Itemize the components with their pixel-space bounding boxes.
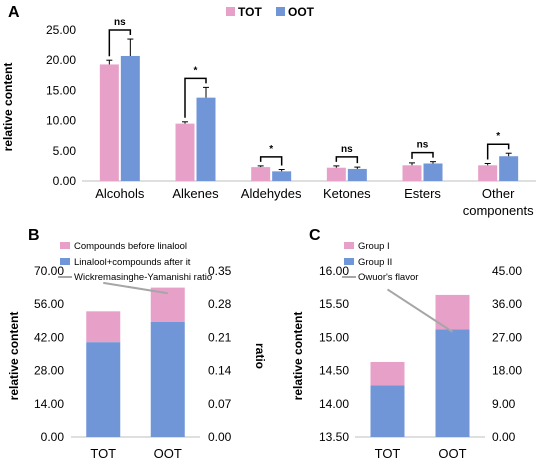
pb-y2-tick-label: 0.00 [208,430,232,444]
chart-b: Compounds before linalool Linalool+compo… [7,241,267,461]
a-bar-tot [99,64,119,181]
a-y-tick-label: 10.00 [46,114,76,128]
a-significance-bracket [335,156,359,164]
b-y2-axis-label: ratio [253,343,267,369]
pb-y-tick-label: 0.00 [41,430,65,444]
legend-c-label-group1: Group I [358,241,390,252]
chart-c: Group I Group II Owuor's flavor relative… [291,241,522,461]
pc-ratio-line [386,288,454,333]
pc-y-tick-label: 14.00 [319,397,349,411]
a-y-tick-label: 15.00 [46,83,76,97]
pb-ratio-line [103,281,168,295]
a-significance-bracket [108,29,132,57]
pc-x-tick-label: OOT [438,446,466,461]
pb-y-tick-label: 14.00 [34,397,64,411]
a-x-tick-label: Alkenes [172,186,219,201]
pc-y-tick-label: 15.50 [319,297,349,311]
panel-label-c: C [309,227,321,244]
a-significance-label: * [496,131,500,142]
a-bar-oot [196,97,216,181]
pb-x-tick-label: OOT [154,446,182,461]
a-y-tick-label: 5.00 [53,144,77,158]
pb-bar-upper [150,287,185,322]
legend-a-label-tot: TOT [238,5,262,19]
legend-a-label-oot: OOT [288,5,315,19]
pc-x-tick-label: TOT [375,446,401,461]
pb-y2-tick-label: 0.14 [208,364,232,378]
a-y-tick-label: 20.00 [46,53,76,67]
pc-y2-tick-label: 9.00 [492,397,516,411]
pc-y2-tick-label: 45.00 [492,264,522,278]
legend-c-swatch-group1 [344,242,354,249]
pb-y-tick-label: 56.00 [34,297,64,311]
legend-b-label-ratio: Wickremasinghe-Yamanishi ratio [74,272,212,283]
pb-y2-tick-label: 0.07 [208,397,232,411]
pc-y-tick-label: 13.50 [319,430,349,444]
a-x-tick-label: Aldehydes [241,186,302,201]
legend-c-label-flavor: Owuor's flavor [358,272,418,283]
panel-label-a: A [8,4,20,21]
pb-y2-tick-label: 0.21 [208,330,232,344]
a-significance-bracket [259,156,283,166]
a-bar-oot [423,163,443,181]
legend-a-swatch-oot [276,7,285,16]
a-bar-tot [251,167,271,181]
c-y-axis-label: relative content [291,312,305,401]
a-significance-label: ns [341,144,353,155]
a-bar-oot [272,171,292,181]
legend-a-swatch-tot [226,7,235,16]
legend-b-label-before: Compounds before linalool [74,241,187,252]
a-bar-tot [175,123,195,181]
a-y-axis-label: relative content [1,63,15,152]
legend-b-swatch-before [60,242,70,249]
a-y-tick-label: 25.00 [46,23,76,37]
a-significance-label: * [269,144,273,155]
pb-y-tick-label: 70.00 [34,264,64,278]
a-x-tick-label: Esters [404,186,441,201]
pb-x-tick-label: TOT [90,446,116,461]
a-x-tick-label: Alcohols [95,186,145,201]
pc-bar-lower [370,385,405,437]
pb-bar-lower [150,321,185,437]
a-significance-bracket [411,151,434,159]
a-bar-tot [478,165,498,181]
a-bar-tot [326,167,346,181]
a-significance-label: ns [114,17,126,28]
pb-y2-tick-label: 0.35 [208,264,232,278]
pc-bar-upper [370,361,405,386]
a-x-tick-label: Other [482,186,515,201]
a-bar-tot [402,165,422,181]
legend-c-swatch-group2 [344,258,354,265]
a-significance-bracket [486,143,510,160]
b-y-axis-label: relative content [7,312,21,401]
pc-bar-lower [435,329,470,437]
pc-y-tick-label: 16.00 [319,264,349,278]
pc-y2-tick-label: 0.00 [492,430,516,444]
pb-bar-upper [86,311,121,343]
a-bar-oot [347,168,367,181]
pb-y-tick-label: 42.00 [34,330,64,344]
pc-y2-tick-label: 27.00 [492,330,522,344]
legend-c-label-group2: Group II [358,257,392,268]
a-significance-bracket [184,77,207,118]
pb-bar-lower [86,342,121,437]
pb-y2-tick-label: 0.28 [208,297,232,311]
pc-y2-tick-label: 36.00 [492,297,522,311]
a-bar-oot [120,55,140,181]
legend-b-swatch-after [60,258,70,265]
legend-b-label-after: Linalool+compounds after it [74,257,191,268]
chart-a: TOT OOT relative content 0.00 5.00 10.00 15… [1,5,536,218]
a-y-tick-label: 0.00 [53,174,77,188]
a-x-tick-label: components [463,203,534,218]
a-x-tick-label: Ketones [323,186,371,201]
a-significance-label: * [194,65,198,76]
pb-y-tick-label: 28.00 [34,364,64,378]
pc-y2-tick-label: 18.00 [492,364,522,378]
a-significance-label: ns [417,140,429,151]
pc-y-tick-label: 15.00 [319,330,349,344]
a-bar-oot [499,156,519,181]
panel-label-b: B [28,227,40,244]
pc-y-tick-label: 14.50 [319,364,349,378]
